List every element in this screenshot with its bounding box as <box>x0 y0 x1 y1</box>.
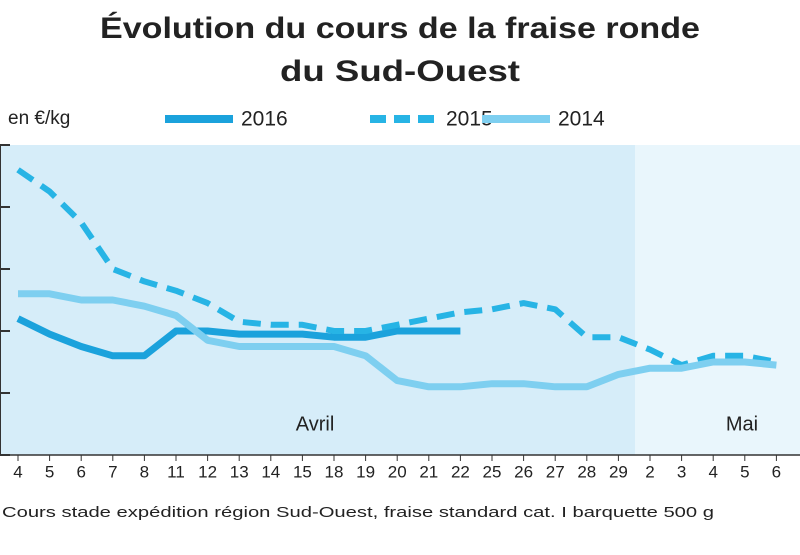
x-tick-label: 8 <box>140 462 149 481</box>
series-line <box>18 290 777 391</box>
y-axis-label: en €/kg <box>8 108 70 129</box>
x-tick-label: 4 <box>708 462 717 481</box>
legend-label: 2015 <box>446 108 493 131</box>
x-tick-label: 28 <box>577 462 596 481</box>
chart-subtitle: du Sud-Ouest <box>280 55 520 88</box>
x-tick-label: 22 <box>451 462 470 481</box>
x-tick-label: 12 <box>198 462 217 481</box>
x-tick-label: 21 <box>419 462 438 481</box>
month-label: Mai <box>726 413 758 435</box>
x-tick-label: 19 <box>356 462 375 481</box>
series-line <box>16 315 461 360</box>
x-tick-label: 11 <box>167 462 185 481</box>
x-tick-label: 13 <box>230 462 249 481</box>
x-tick-label: 7 <box>108 462 117 481</box>
month-label: Avril <box>296 413 335 435</box>
legend-label: 2014 <box>558 108 605 131</box>
x-tick-label: 27 <box>546 462 565 481</box>
x-tick-label: 5 <box>740 462 749 481</box>
x-tick-label: 2 <box>645 462 654 481</box>
may-band <box>635 145 800 455</box>
footnote: Cours stade expédition région Sud-Ouest,… <box>2 504 714 521</box>
chart-title: Évolution du cours de la fraise ronde <box>100 11 700 45</box>
x-tick-label: 4 <box>13 462 22 481</box>
x-tick-label: 25 <box>483 462 502 481</box>
x-tick-label: 3 <box>677 462 686 481</box>
legend-label: 2016 <box>241 108 288 131</box>
x-tick-label: 6 <box>76 462 85 481</box>
x-tick-label: 20 <box>388 462 407 481</box>
x-tick-label: 29 <box>609 462 628 481</box>
x-tick-label: 14 <box>261 462 280 481</box>
x-tick-label: 5 <box>45 462 54 481</box>
x-tick-label: 18 <box>325 462 344 481</box>
x-tick-label: 6 <box>772 462 781 481</box>
x-tick-label: 26 <box>514 462 533 481</box>
x-tick-label: 15 <box>293 462 312 481</box>
series-line <box>16 167 777 369</box>
